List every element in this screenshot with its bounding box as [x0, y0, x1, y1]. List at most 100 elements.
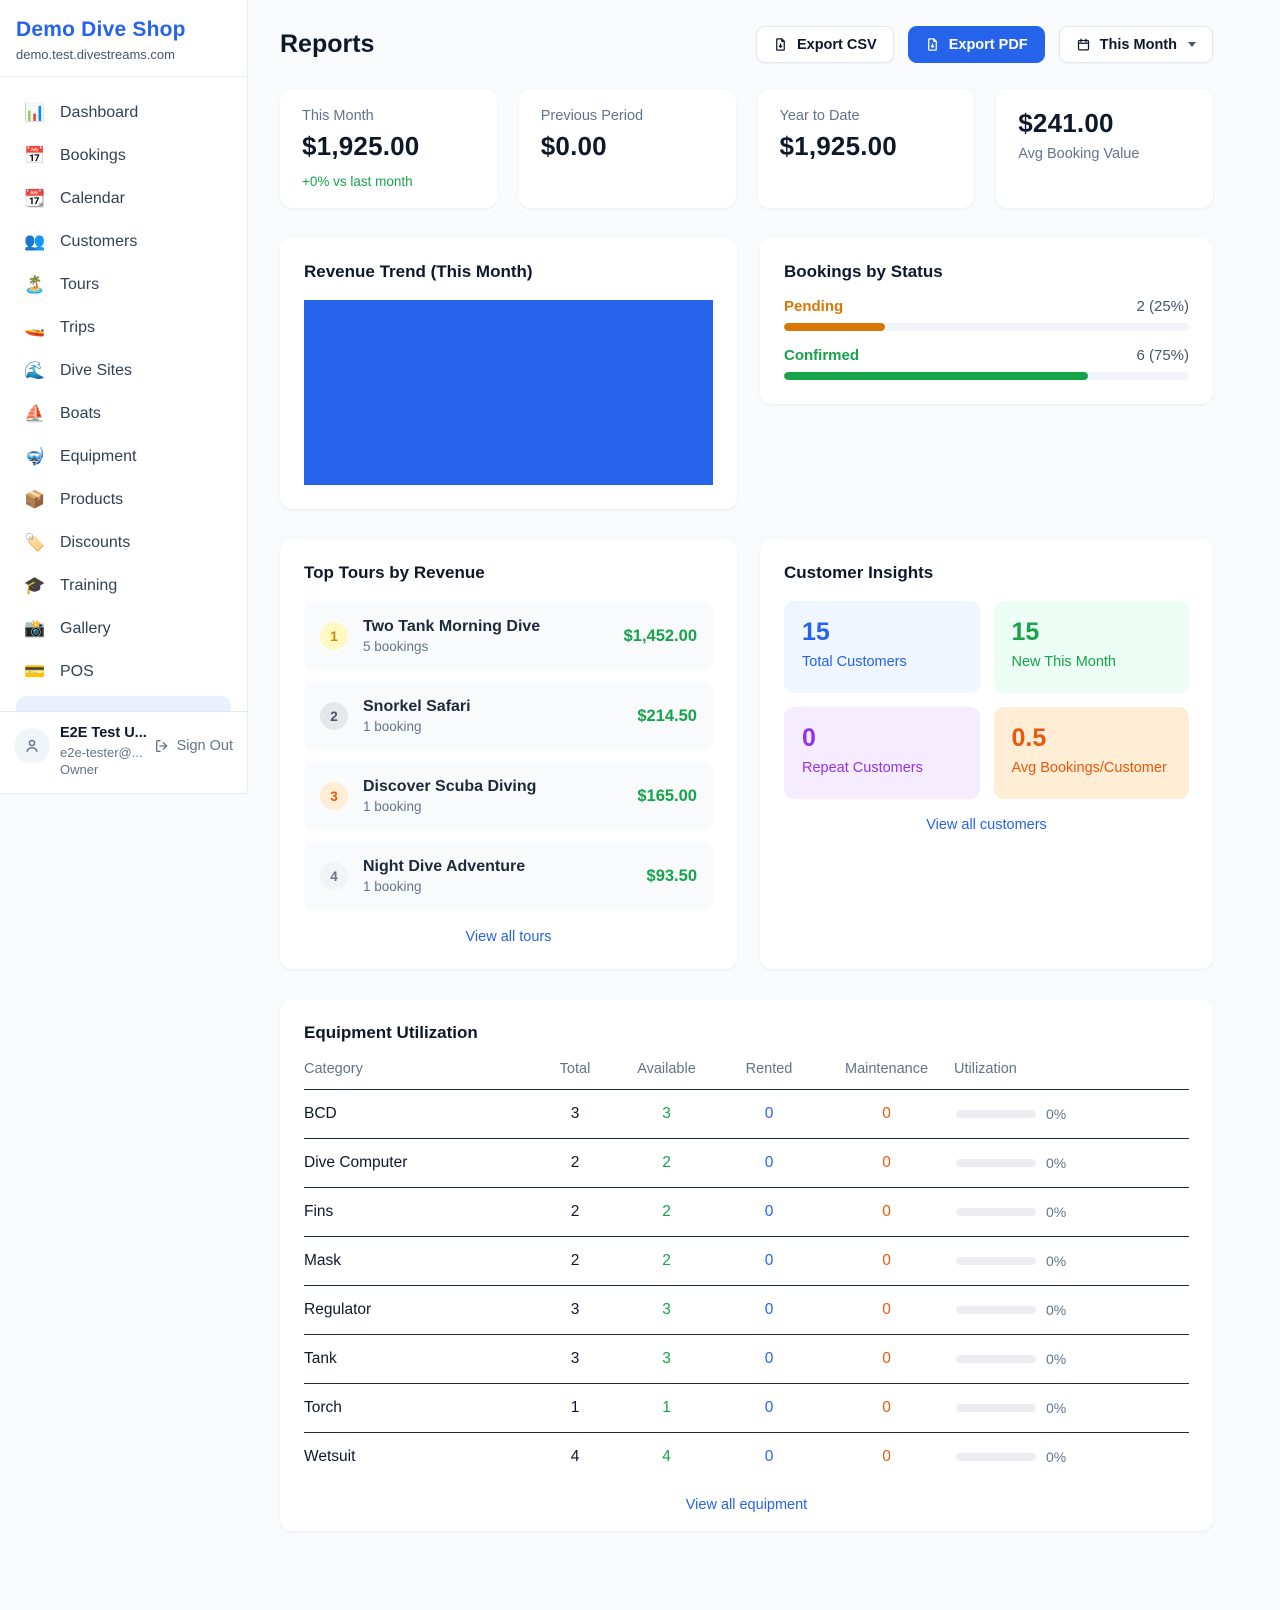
tour-revenue: $1,452.00 [623, 626, 697, 645]
sidebar-item-customers[interactable]: 👥 Customers [0, 220, 247, 263]
export-pdf-label: Export PDF [948, 36, 1028, 53]
sidebar-item-trips[interactable]: 🚤 Trips [0, 306, 247, 349]
sidebar-item-gallery[interactable]: 📸 Gallery [0, 607, 247, 650]
cell-maintenance: 0 [882, 1448, 891, 1465]
sidebar-item-label: Bookings [60, 146, 126, 164]
cell-utilization: 0% [954, 1449, 1189, 1465]
table-row: Fins 2 2 0 0 0% [304, 1188, 1189, 1237]
cell-total: 2 [570, 1252, 580, 1269]
sidebar-item-discounts[interactable]: 🏷️ Discounts [0, 521, 247, 564]
sailboat-icon: ⛵ [24, 403, 46, 423]
avatar [14, 728, 50, 764]
view-all-tours-link[interactable]: View all tours [465, 929, 552, 945]
stat-delta: +0% vs last month [302, 174, 413, 189]
status-bar-fill [784, 372, 1088, 380]
cell-category: Fins [304, 1203, 334, 1220]
cell-category: Wetsuit [304, 1448, 356, 1465]
tile-value: 0.5 [1011, 724, 1047, 752]
view-all-customers-link[interactable]: View all customers [926, 817, 1047, 833]
status-bar-track [784, 372, 1189, 380]
tile-value: 15 [802, 618, 830, 646]
charts-row: Revenue Trend (This Month) Bookings by S… [280, 238, 1213, 509]
page-header: Reports Export CSV Export PDF This Month [280, 26, 1213, 63]
stat-value: $1,925.00 [302, 131, 420, 161]
person-icon [26, 739, 38, 752]
cell-category: Tank [304, 1350, 337, 1367]
cell-utilization: 0% [954, 1253, 1189, 1269]
tour-revenue: $165.00 [637, 786, 697, 805]
tour-revenue: $214.50 [637, 706, 697, 725]
sidebar-item-label: POS [60, 662, 94, 680]
cell-utilization: 0% [954, 1302, 1189, 1318]
sidebar-item-products[interactable]: 📦 Products [0, 478, 247, 521]
cell-total: 3 [570, 1105, 580, 1122]
tile-label: New This Month [1011, 654, 1117, 670]
export-csv-button[interactable]: Export CSV [755, 26, 894, 63]
sidebar-item-label: Tours [60, 275, 100, 293]
column-header: Available [637, 1061, 696, 1077]
cell-rented: 0 [764, 1350, 774, 1367]
sidebar-item-tours[interactable]: 🏝️ Tours [0, 263, 247, 306]
cell-maintenance: 0 [882, 1350, 891, 1367]
sidebar-item-label: Boats [60, 404, 101, 422]
list-item: 2 Snorkel Safari 1 booking $214.50 [304, 681, 713, 751]
cell-total: 3 [570, 1301, 580, 1318]
export-csv-label: Export CSV [796, 36, 877, 53]
tour-name: Snorkel Safari [363, 698, 471, 715]
utilization-bar [956, 1355, 1036, 1363]
stat-value: $1,925.00 [779, 131, 897, 161]
wave-icon: 🌊 [24, 360, 46, 380]
cell-available: 4 [662, 1448, 671, 1465]
cell-rented: 0 [764, 1399, 774, 1416]
user-email: e2e-tester@... [60, 744, 143, 760]
sidebar-item-dashboard[interactable]: 📊 Dashboard [0, 91, 247, 134]
sidebar-item-label: Calendar [60, 189, 125, 207]
cell-available: 2 [662, 1203, 671, 1220]
tile-avg-bookings-customer: 0.5 Avg Bookings/Customer [993, 707, 1189, 799]
column-header: Category [304, 1061, 363, 1077]
sidebar-item-calendar[interactable]: 📆 Calendar [0, 177, 247, 220]
sidebar-item-active-clipped[interactable] [16, 696, 231, 711]
tile-label: Avg Bookings/Customer [1011, 760, 1167, 776]
user-meta: E2E Test U... e2e-tester@... Owner [60, 724, 147, 779]
table-row: Torch 1 1 0 0 0% [304, 1384, 1189, 1433]
stat-label: This Month [302, 108, 374, 124]
sign-out-button[interactable]: Sign Out [154, 738, 233, 754]
cell-available: 3 [662, 1301, 671, 1318]
view-all-equipment-link[interactable]: View all equipment [685, 1497, 808, 1513]
cell-rented: 0 [764, 1252, 774, 1269]
speedboat-icon: 🚤 [24, 317, 46, 337]
sidebar-item-boats[interactable]: ⛵ Boats [0, 392, 247, 435]
credit-card-icon: 💳 [24, 661, 46, 681]
chevron-down-icon [1188, 42, 1196, 47]
column-header: Rented [745, 1061, 793, 1077]
period-select[interactable]: This Month [1058, 26, 1213, 63]
cell-category: BCD [304, 1105, 337, 1122]
sidebar-item-equipment[interactable]: 🤿 Equipment [0, 435, 247, 478]
stat-card-avg-booking-value: $241.00 Avg Booking Value [996, 89, 1213, 208]
period-label: This Month [1099, 36, 1177, 53]
status-bar-track [784, 323, 1189, 331]
sidebar-item-dive-sites[interactable]: 🌊 Dive Sites [0, 349, 247, 392]
export-pdf-button[interactable]: Export PDF [907, 26, 1045, 63]
sidebar-item-bookings[interactable]: 📅 Bookings [0, 134, 247, 177]
tour-bookings: 5 bookings [363, 639, 429, 654]
tile-new-this-month: 15 New This Month [993, 601, 1189, 693]
status-bar-fill [784, 323, 886, 331]
cell-maintenance: 0 [882, 1252, 891, 1269]
tile-label: Repeat Customers [802, 760, 923, 776]
sidebar-item-label: Equipment [60, 447, 137, 465]
column-header: Total [559, 1061, 591, 1077]
customer-insights-panel: Customer Insights 15 Total Customers 15 … [760, 539, 1213, 969]
cell-maintenance: 0 [882, 1301, 891, 1318]
cell-utilization: 0% [954, 1106, 1189, 1122]
cell-rented: 0 [764, 1448, 774, 1465]
stat-card-this-month: This Month $1,925.00 +0% vs last month [280, 89, 497, 208]
cell-available: 3 [662, 1350, 671, 1367]
bookings-by-status-panel: Bookings by Status Pending 2 (25%) Confi… [760, 238, 1213, 404]
sidebar-item-pos[interactable]: 💳 POS [0, 650, 247, 693]
rank-badge: 4 [320, 862, 348, 890]
sidebar-item-training[interactable]: 🎓 Training [0, 564, 247, 607]
rank-badge: 1 [320, 622, 348, 650]
cell-rented: 0 [764, 1154, 774, 1171]
